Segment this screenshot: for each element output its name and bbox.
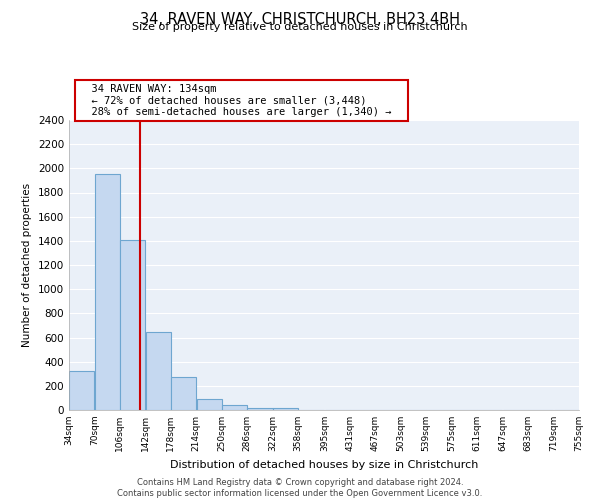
Text: 34, RAVEN WAY, CHRISTCHURCH, BH23 4BH: 34, RAVEN WAY, CHRISTCHURCH, BH23 4BH <box>140 12 460 28</box>
Bar <box>171 378 196 410</box>
Bar <box>247 408 272 410</box>
Text: 34 RAVEN WAY: 134sqm  
  ← 72% of detached houses are smaller (3,448)  
  28% of: 34 RAVEN WAY: 134sqm ← 72% of detached h… <box>79 84 404 117</box>
Bar <box>95 174 120 410</box>
Bar <box>146 332 170 410</box>
Bar <box>197 398 221 410</box>
Y-axis label: Number of detached properties: Number of detached properties <box>22 183 32 347</box>
X-axis label: Distribution of detached houses by size in Christchurch: Distribution of detached houses by size … <box>170 460 478 469</box>
Text: Contains HM Land Registry data © Crown copyright and database right 2024.
Contai: Contains HM Land Registry data © Crown c… <box>118 478 482 498</box>
Bar <box>222 405 247 410</box>
Bar <box>69 370 94 410</box>
Text: Size of property relative to detached houses in Christchurch: Size of property relative to detached ho… <box>132 22 468 32</box>
Bar <box>120 240 145 410</box>
Bar <box>273 408 298 410</box>
